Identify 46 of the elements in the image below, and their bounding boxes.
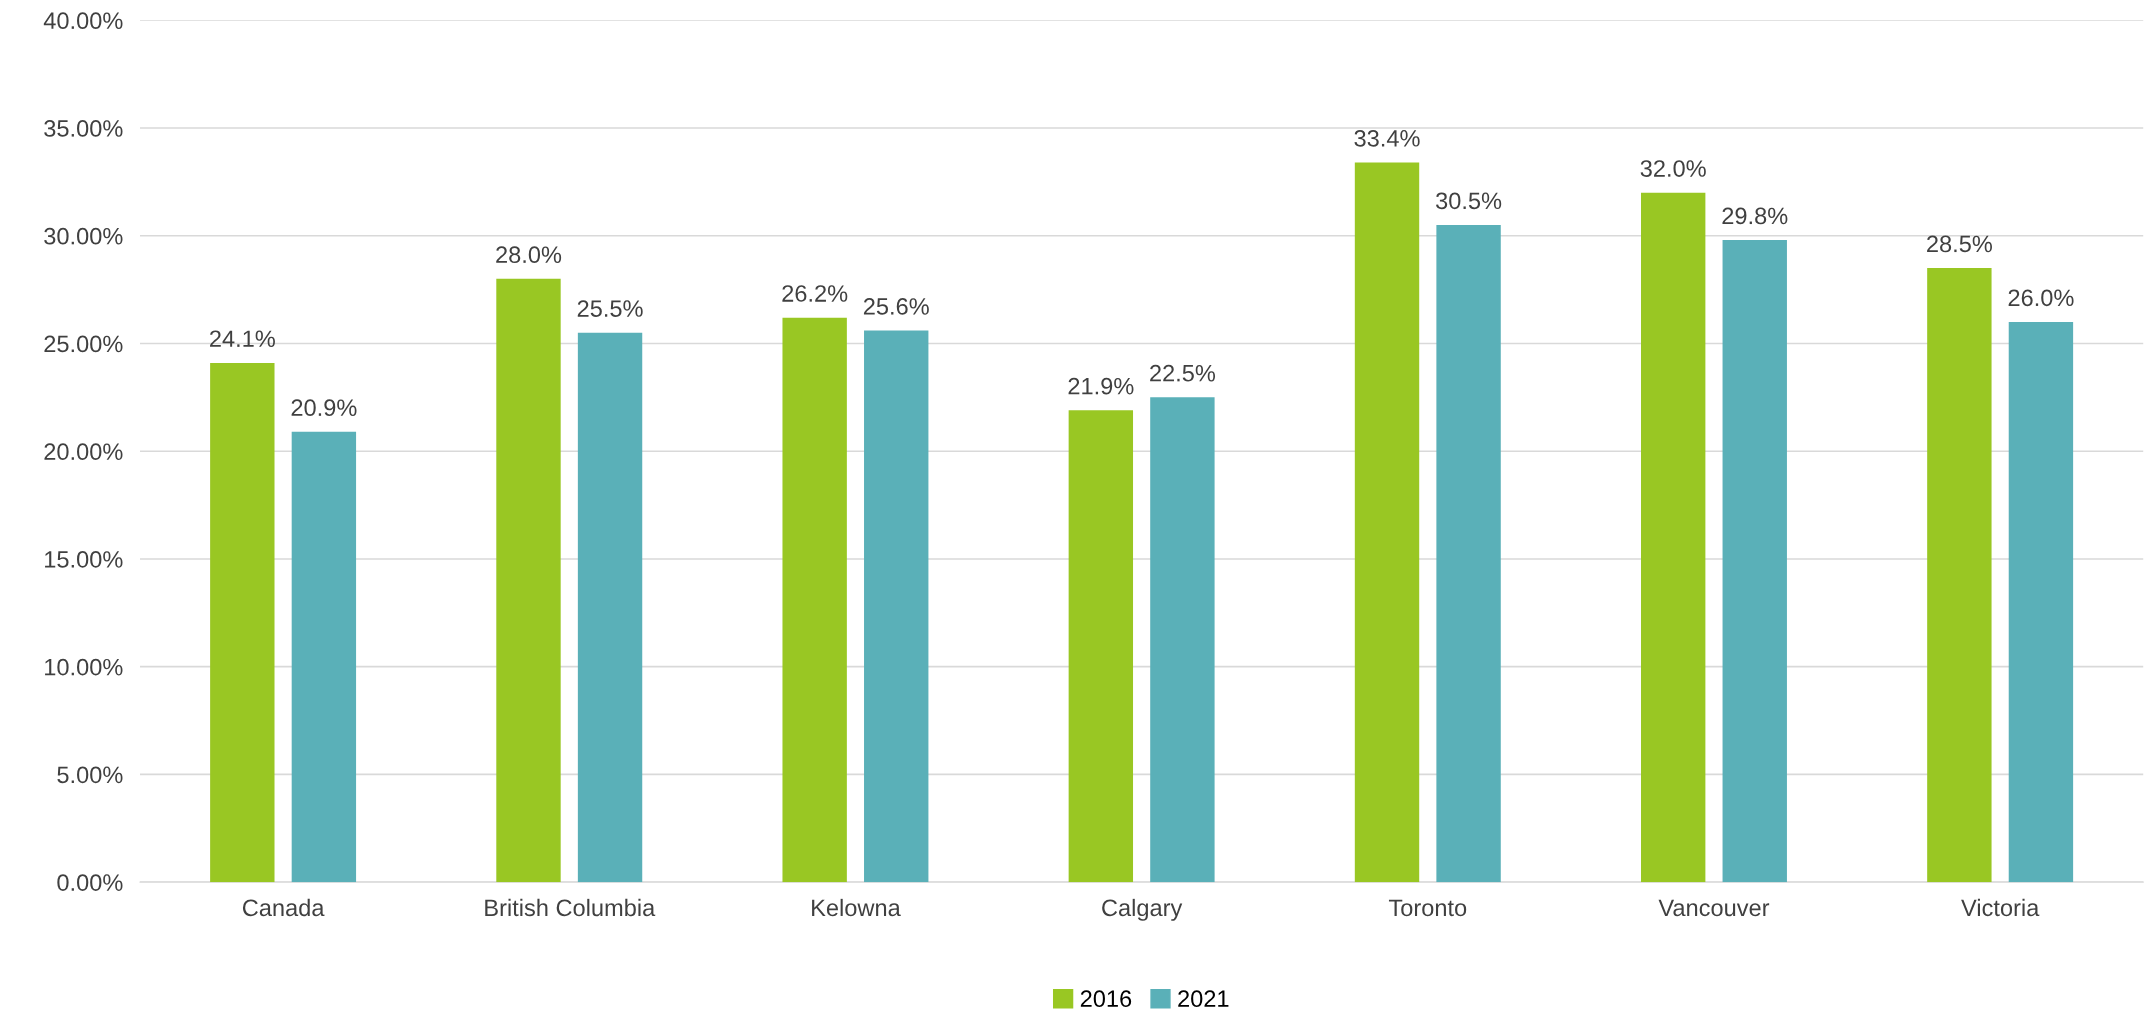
data-label: 28.0% [496, 246, 562, 264]
y-tick-label: 15.00% [45, 551, 123, 568]
y-tick-label: 25.00% [44, 335, 123, 353]
y-tick-label: 35.00% [44, 120, 123, 137]
legend-label: 2016 [1080, 990, 1132, 1008]
x-tick-label: Kelowna [812, 898, 901, 917]
x-tick-label: Calgary [1102, 898, 1183, 921]
data-label: 33.4% [1354, 130, 1420, 147]
bar [210, 362, 275, 883]
data-label: 29.8% [1722, 207, 1788, 225]
y-tick-label: 30.00% [44, 227, 123, 245]
data-label: 32.0% [1640, 160, 1706, 177]
bar [1640, 192, 1706, 883]
x-tick-label: Canada [242, 898, 325, 917]
bar [496, 278, 561, 883]
legend-label: 2021 [1178, 990, 1229, 1008]
bar [291, 431, 357, 883]
data-label: 25.5% [577, 300, 643, 317]
bar [864, 330, 929, 883]
data-label: 30.5% [1436, 192, 1502, 210]
bar [1068, 410, 1134, 883]
bar [2008, 321, 2074, 883]
bar [577, 332, 643, 883]
bar [1150, 397, 1215, 883]
data-label: 25.6% [863, 298, 929, 315]
bar [782, 317, 847, 883]
data-label: 21.9% [1068, 377, 1134, 395]
data-label: 22.5% [1150, 364, 1216, 382]
data-label: 26.2% [782, 285, 848, 302]
y-tick-label: 0.00% [57, 874, 123, 891]
x-tick-label: British Columbia [485, 898, 656, 917]
x-tick-label: Vancouver [1658, 899, 1770, 917]
x-tick-label: Victoria [1961, 898, 2040, 917]
y-tick-label: 10.00% [45, 658, 123, 676]
bar [1722, 240, 1787, 883]
y-tick-label: 5.00% [57, 766, 123, 784]
y-tick-label: 20.00% [44, 443, 123, 461]
data-label: 28.5% [1927, 235, 1992, 253]
data-label: 20.9% [291, 399, 357, 417]
y-tick-label: 40.00% [43, 12, 123, 30]
bar [1354, 162, 1420, 883]
data-label: 26.0% [2008, 289, 2074, 307]
bar [1436, 224, 1501, 883]
data-label: 24.1% [210, 330, 275, 348]
bar [1927, 268, 1992, 883]
x-tick-label: Toronto [1388, 899, 1467, 917]
